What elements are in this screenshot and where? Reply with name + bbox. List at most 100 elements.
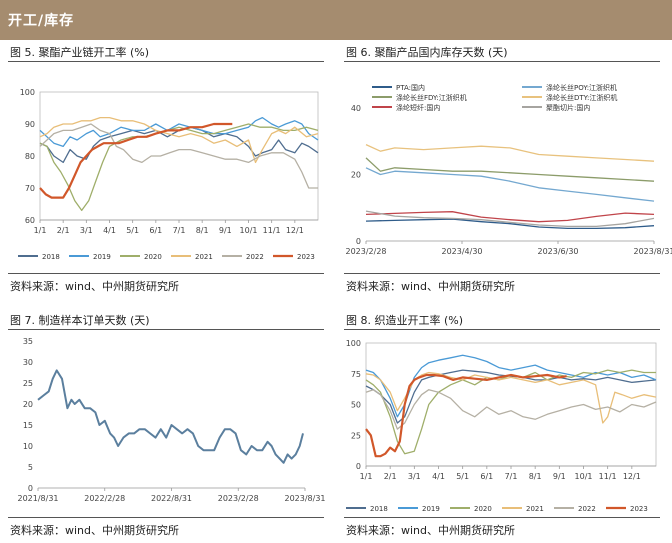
x-tick-label: 5/1 [126, 226, 139, 235]
legend-label: 2019 [422, 505, 440, 513]
source-rule [8, 517, 324, 518]
x-tick-label: 6/1 [149, 226, 162, 235]
series-line-涤纶长丝POY:江浙织机 [365, 167, 655, 202]
legend-label: 涤纶长丝DTY:江浙织机 [546, 93, 617, 102]
series-line-涤纶短纤:国内 [365, 211, 655, 223]
y-tick-label: 35 [23, 337, 33, 346]
y-tick-label: 50 [351, 401, 361, 410]
chart-title: 图 5. 聚酯产业链开工率 (%) [10, 46, 150, 59]
y-tick-label: 0 [356, 237, 361, 246]
x-tick-label: 10/1 [240, 226, 258, 235]
y-tick-label: 15 [23, 421, 33, 430]
series-line-2019 [365, 354, 657, 418]
x-tick-label: 11/1 [599, 472, 617, 481]
x-tick-label: 11/1 [263, 226, 281, 235]
series-line-2018 [365, 369, 657, 424]
y-tick-label: 100 [20, 88, 35, 97]
section-title: 开工/库存 [8, 13, 75, 29]
y-tick-label: 40 [351, 104, 361, 113]
source-rule [344, 517, 660, 518]
series-line-2023 [39, 122, 233, 199]
series-line-2022 [365, 389, 657, 430]
legend-label: 2021 [526, 505, 544, 513]
title-rule [8, 61, 324, 62]
x-tick-label: 8/1 [196, 226, 209, 235]
chart-fig8: 0 25 50 75 100 1/1 2/1 3/1 4/1 5/1 6/1 7/1 8/1 9/1 10/… [346, 339, 657, 513]
source-note: 资料来源：wind、中州期货研究所 [10, 280, 180, 293]
x-tick-label: 1/1 [360, 472, 373, 481]
title-rule [8, 329, 324, 330]
panel-fig5: 图 5. 聚酯产业链开工率 (%) 60 70 80 90 100 1/1 2/1 3/1 4/… [0, 44, 330, 293]
series-line-涤纶长丝DTY:江浙织机 [365, 144, 655, 162]
x-tick-label: 10/1 [575, 472, 593, 481]
plot-frame [39, 91, 319, 221]
x-tick-label: 2023/8/31 [633, 247, 672, 256]
chart-title: 图 7. 制造样本订单天数 (天) [10, 314, 150, 327]
y-tick-label: 75 [351, 370, 361, 379]
x-tick-label: 6/1 [480, 472, 493, 481]
x-tick-label: 4/1 [103, 226, 116, 235]
legend-label: 2019 [93, 253, 111, 261]
y-tick-label: 20 [23, 400, 33, 409]
x-tick-label: 12/1 [286, 226, 304, 235]
series-line-2021 [39, 116, 319, 164]
y-tick-label: 80 [25, 152, 35, 161]
series-line-涤纶长丝FDY:江浙织机 [365, 157, 655, 182]
x-tick-label: 5/1 [456, 472, 469, 481]
x-tick-label: 2023/8/31 [284, 494, 325, 503]
x-tick-label: 2021/8/31 [17, 494, 58, 503]
chart-fig5: 60 70 80 90 100 1/1 2/1 3/1 4/1 5/1 6/1 7/1 8/1 9/1 10… [18, 88, 319, 261]
x-tick-label: 12/1 [623, 472, 641, 481]
chart-title: 图 6. 聚酯产品国内库存天数 (天) [346, 46, 508, 59]
source-rule [8, 273, 324, 274]
legend-label: 2020 [474, 505, 492, 513]
source-note: 资料来源：wind、中州期货研究所 [346, 280, 516, 293]
series-line-2022 [39, 123, 318, 189]
y-tick-label: 30 [23, 358, 33, 367]
x-tick-label: 2023/2/28 [218, 494, 259, 503]
y-tick-label: 90 [25, 120, 35, 129]
chart-fig7: 0 5 10 15 20 25 30 35 2021/8/31 2022/2/28 2022/8/3… [17, 337, 325, 503]
y-tick-label: 100 [346, 339, 361, 348]
x-tick-label: 3/1 [408, 472, 421, 481]
y-tick-label: 60 [25, 216, 35, 225]
x-tick-label: 8/1 [529, 472, 542, 481]
legend-label: 2022 [578, 505, 596, 513]
series-line-2023 [365, 373, 567, 458]
legend-label: 涤纶短纤:国内 [396, 103, 440, 112]
source-note: 资料来源：wind、中州期货研究所 [346, 524, 516, 537]
series-line-2019 [39, 116, 319, 148]
legend-label: 2023 [630, 505, 648, 513]
x-tick-label: 2022/8/31 [151, 494, 192, 503]
y-tick-label: 0 [28, 484, 33, 493]
x-tick-label: 2023/4/30 [441, 247, 482, 256]
legend-label: 2018 [42, 253, 60, 261]
x-tick-label: 4/1 [432, 472, 445, 481]
panel-fig7: 图 7. 制造样本订单天数 (天) 0 5 10 15 20 25 30 35 2021/8/3… [0, 296, 330, 537]
source-rule [344, 273, 660, 274]
series-line-main [37, 369, 304, 464]
series-line-聚酯切片:国内 [365, 210, 655, 228]
y-tick-label: 10 [23, 442, 33, 451]
series-line-2018 [39, 126, 319, 164]
x-tick-label: 2/1 [384, 472, 397, 481]
section-banner: 开工/库存 [0, 0, 672, 40]
y-tick-label: 25 [351, 431, 361, 440]
legend-label: 涤纶长丝POY:江浙织机 [546, 83, 617, 92]
title-rule [344, 61, 660, 62]
x-tick-label: 2022/2/28 [84, 494, 125, 503]
y-tick-label: 5 [28, 463, 33, 472]
x-tick-label: 2023/2/28 [345, 247, 386, 256]
x-tick-label: 3/1 [80, 226, 93, 235]
x-tick-label: 2023/6/30 [537, 247, 578, 256]
series-line-2020 [365, 369, 656, 455]
legend-label: 2023 [297, 253, 315, 261]
series-line-PTA:国内 [365, 218, 655, 230]
legend-label: PTA:国内 [396, 83, 425, 92]
legend-label: 2020 [144, 253, 162, 261]
legend-label: 2021 [195, 253, 213, 261]
legend-label: 聚酯切片:国内 [546, 103, 590, 112]
x-tick-label: 1/1 [34, 226, 47, 235]
y-tick-label: 0 [356, 462, 361, 471]
x-tick-label: 9/1 [553, 472, 566, 481]
